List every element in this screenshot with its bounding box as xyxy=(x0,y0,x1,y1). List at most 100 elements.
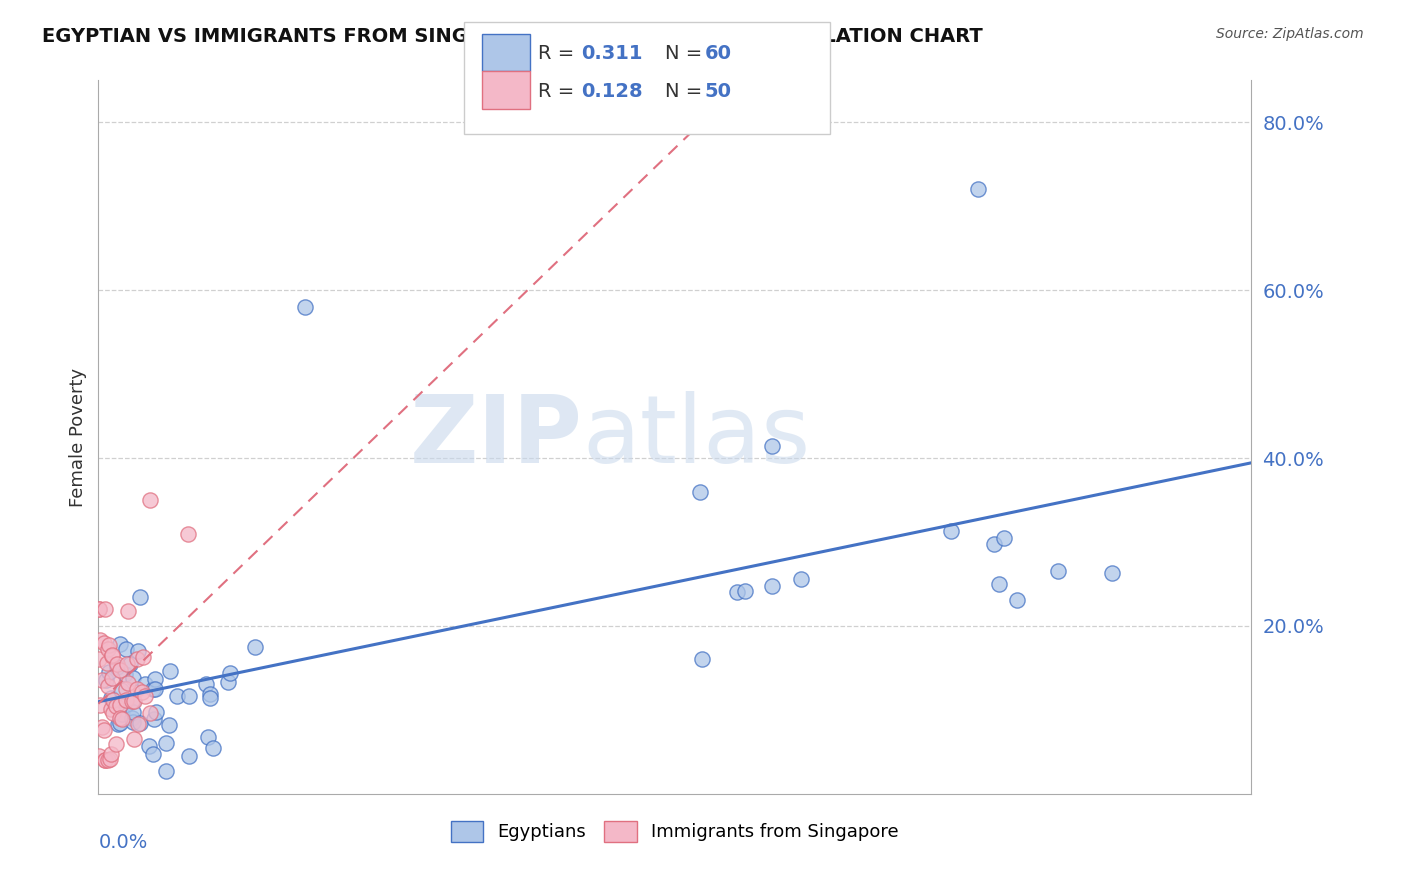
Text: 0.311: 0.311 xyxy=(581,44,643,63)
Point xyxy=(138,706,160,721)
Point xyxy=(177,748,200,763)
Point xyxy=(105,699,128,714)
Text: N =: N = xyxy=(665,82,709,102)
Point xyxy=(127,652,149,666)
Point xyxy=(198,687,221,701)
Point xyxy=(143,682,166,697)
Point xyxy=(1101,566,1123,580)
Point xyxy=(217,675,239,690)
Point xyxy=(139,493,162,508)
Point xyxy=(97,665,120,679)
Point xyxy=(117,675,139,690)
Point xyxy=(690,652,713,666)
Point xyxy=(993,531,1015,545)
Point xyxy=(117,604,139,618)
Point xyxy=(100,690,122,705)
Point xyxy=(111,712,134,726)
Point xyxy=(96,656,118,670)
Point xyxy=(790,572,813,586)
Point xyxy=(100,702,122,716)
Point xyxy=(128,591,150,605)
Point xyxy=(94,753,117,767)
Point xyxy=(201,740,224,755)
Point xyxy=(114,642,136,657)
Point xyxy=(97,753,120,767)
Point xyxy=(734,583,756,598)
Point xyxy=(115,682,138,697)
Point xyxy=(121,694,143,708)
Point xyxy=(94,673,117,687)
Point xyxy=(97,642,120,657)
Text: 0.0%: 0.0% xyxy=(98,833,148,852)
Point xyxy=(108,698,131,713)
Point xyxy=(128,715,150,730)
Point xyxy=(114,667,136,681)
Point xyxy=(108,637,131,651)
Point xyxy=(121,711,143,725)
Point xyxy=(107,716,129,731)
Text: R =: R = xyxy=(538,44,581,63)
Point xyxy=(100,648,122,663)
Point xyxy=(142,681,165,696)
Point xyxy=(177,526,200,541)
Text: atlas: atlas xyxy=(582,391,811,483)
Point xyxy=(108,711,131,725)
Point xyxy=(142,747,165,762)
Text: 60: 60 xyxy=(704,44,731,63)
Point xyxy=(101,648,124,662)
Point xyxy=(294,300,316,314)
Point xyxy=(105,660,128,674)
Legend: Egyptians, Immigrants from Singapore: Egyptians, Immigrants from Singapore xyxy=(443,814,907,849)
Point xyxy=(983,537,1005,551)
Point xyxy=(761,439,783,453)
Point xyxy=(98,639,121,653)
Point xyxy=(100,747,122,762)
Point xyxy=(138,739,160,753)
Point xyxy=(125,682,148,697)
Point xyxy=(127,644,149,658)
Point xyxy=(87,602,110,616)
Text: 0.128: 0.128 xyxy=(581,82,643,102)
Point xyxy=(108,663,131,677)
Point xyxy=(124,731,146,746)
Point xyxy=(761,579,783,593)
Point xyxy=(219,666,242,681)
Y-axis label: Female Poverty: Female Poverty xyxy=(69,368,87,507)
Point xyxy=(89,633,111,648)
Point xyxy=(195,677,218,691)
Point xyxy=(197,731,219,745)
Point xyxy=(155,764,177,778)
Point xyxy=(122,705,145,719)
Point xyxy=(142,712,165,726)
Point xyxy=(939,524,962,538)
Point xyxy=(91,721,114,735)
Point xyxy=(145,705,167,719)
Point xyxy=(101,706,124,720)
Point xyxy=(94,602,117,616)
Point xyxy=(87,602,110,616)
Point xyxy=(157,718,180,732)
Point xyxy=(166,690,188,704)
Point xyxy=(155,736,177,750)
Point xyxy=(200,690,222,705)
Point xyxy=(97,679,120,693)
Point xyxy=(132,649,155,664)
Point xyxy=(245,640,267,655)
Point xyxy=(1005,593,1028,607)
Point xyxy=(134,677,156,691)
Point xyxy=(177,690,200,704)
Point xyxy=(105,657,128,672)
Point xyxy=(108,715,131,730)
Text: R =: R = xyxy=(538,82,581,102)
Point xyxy=(94,753,117,767)
Point xyxy=(89,652,111,666)
Text: N =: N = xyxy=(665,44,709,63)
Point xyxy=(689,484,711,499)
Point xyxy=(110,683,132,698)
Point xyxy=(89,749,111,764)
Point xyxy=(987,577,1010,591)
Point xyxy=(966,182,988,196)
Point xyxy=(90,673,112,688)
Point xyxy=(115,657,138,671)
Point xyxy=(101,671,124,685)
